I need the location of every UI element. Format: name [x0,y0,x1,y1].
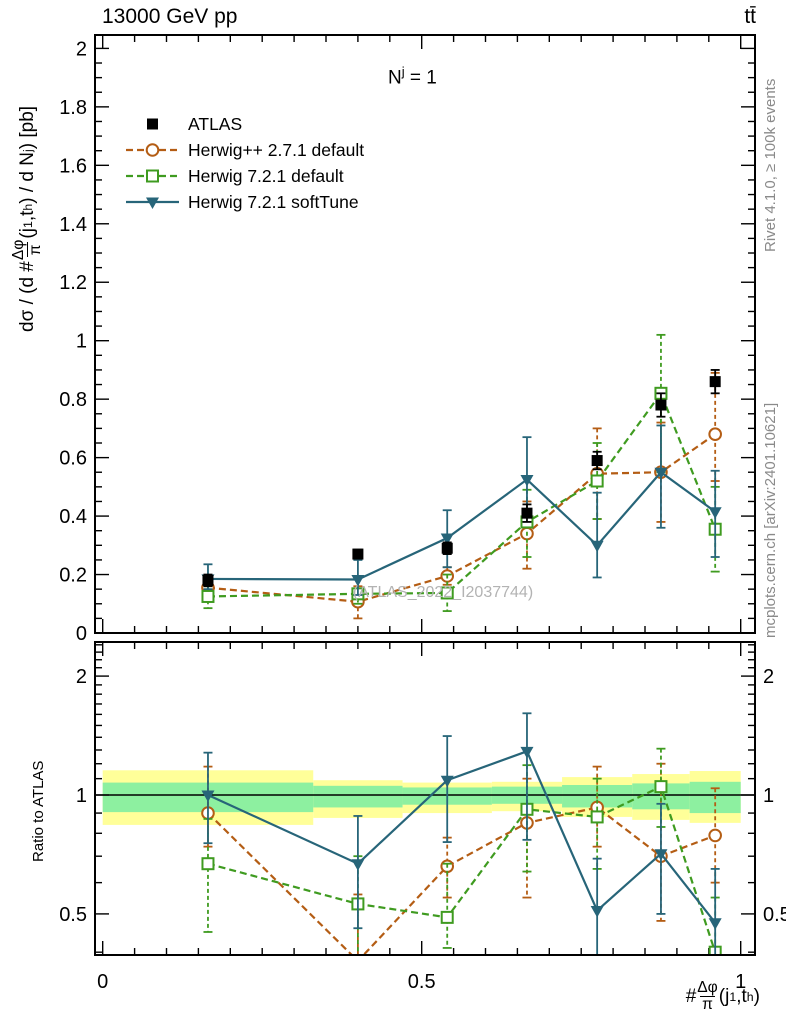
xlabel-args3: ) [753,985,760,1007]
xlabel-fraction: Δφ π [697,979,718,1014]
xlabel-sub2: h [746,989,754,1004]
tick-labels: 0 0.5 1 0 0.2 0.4 0.6 0.8 1 1.2 1.4 1.6 1.8 2 0.5 0.5 1 1… [59,38,786,993]
ylabel-args2: ,t [16,210,38,222]
svg-text:0.8: 0.8 [59,389,87,411]
njet-sup: j [401,64,405,79]
ylabel-sub1: 1 [20,221,35,229]
svg-text:0.2: 0.2 [59,565,87,587]
xlabel-frac-den: π [700,996,715,1014]
svg-text:2: 2 [763,666,774,688]
svg-text:1.2: 1.2 [59,272,87,294]
svg-text:2: 2 [76,38,87,60]
analysis-watermark: (ATLAS_2022_I2037744) [352,584,534,601]
ratio-series-herwig-7-2-1-softtune [201,712,722,954]
main-series-herwig-7-2-1-softtune [201,424,722,596]
njet-rest: = 1 [404,67,437,89]
njet-annotation: Nj = 1 [388,64,437,89]
svg-text:0.4: 0.4 [59,506,87,528]
svg-text:2: 2 [76,666,87,688]
rivet-version-note: Rivet 4.1.0, ≥ 100k events [762,78,779,252]
process-title: tt̄ [744,5,756,28]
ylabel-mid: ) / d N [16,152,38,204]
svg-text:1.6: 1.6 [59,155,87,177]
ylabel-frac-den: π [27,242,45,258]
xlabel-hash: # [685,985,697,1007]
svg-text:1.8: 1.8 [59,97,87,119]
x-axis-label: # Δφ π (j 1 ,t h) [685,979,760,1014]
svg-text:0: 0 [97,971,108,993]
svg-text:1.4: 1.4 [59,214,87,236]
legend-markers [126,118,179,209]
njet-base: N [388,67,402,89]
axis-ticks [95,35,755,955]
svg-text:0.5: 0.5 [59,904,87,926]
ylabel-post: ) [pb] [16,105,38,150]
legend-label-atlas: ATLAS [188,114,243,134]
xlabel-frac-num: Δφ [697,979,718,996]
svg-text:0.6: 0.6 [59,448,87,470]
ylabel-sub2: h [20,203,35,211]
ylabel-sup: j [20,149,35,152]
svg-text:0: 0 [76,623,87,645]
ylabel-args1: (j [16,228,38,239]
legend-label-herwig7-softtune: Herwig 7.2.1 softTune [188,192,359,212]
ratio-uncertainty-bands [96,770,754,825]
ratio-y-axis-label: Ratio to ATLAS [30,760,47,862]
main-series-atlas [202,369,721,588]
svg-text:1: 1 [763,785,774,807]
main-panel-frame [94,34,756,634]
legend-label-herwig7-default: Herwig 7.2.1 default [188,166,344,186]
beam-energy-title: 13000 GeV pp [102,5,238,28]
ratio-panel-frame [94,641,756,956]
mcplots-arxiv-note: mcplots.cern.ch [arXiv:2401.10621] [762,402,779,638]
svg-text:1: 1 [735,971,746,993]
xlabel-args1: (j [718,985,730,1007]
ylabel-fraction: Δφ π [10,239,45,261]
xlabel-args2: ,t [736,985,747,1007]
svg-text:0.5: 0.5 [763,904,786,926]
legend-label-herwigpp-default: Herwig++ 2.7.1 default [188,140,365,160]
xlabel-sub1: 1 [729,989,737,1004]
main-series-herwig-7-2-1-default [201,333,722,612]
svg-text:1: 1 [76,785,87,807]
svg-text:1: 1 [76,331,87,353]
ylabel-pre: dσ / (d # [16,261,38,332]
svg-text:0.5: 0.5 [408,971,436,993]
ylabel-frac-num: Δφ [10,239,27,261]
